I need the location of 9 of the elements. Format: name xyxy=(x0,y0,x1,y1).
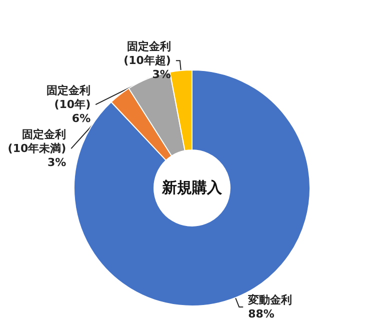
data-label: 3% xyxy=(152,68,171,82)
data-label: 3% xyxy=(47,156,66,170)
slice-label: 変動金利 xyxy=(247,294,292,307)
slice-label: 固定金利 (10年超) xyxy=(124,40,171,68)
data-label: 88% xyxy=(248,308,274,321)
text: 新規購入 xyxy=(161,178,223,196)
slice-label: 固定金利 (10年未満) xyxy=(8,128,66,156)
slice-label: 固定金利 (10年) xyxy=(46,84,91,112)
data-label: 6% xyxy=(72,112,91,126)
